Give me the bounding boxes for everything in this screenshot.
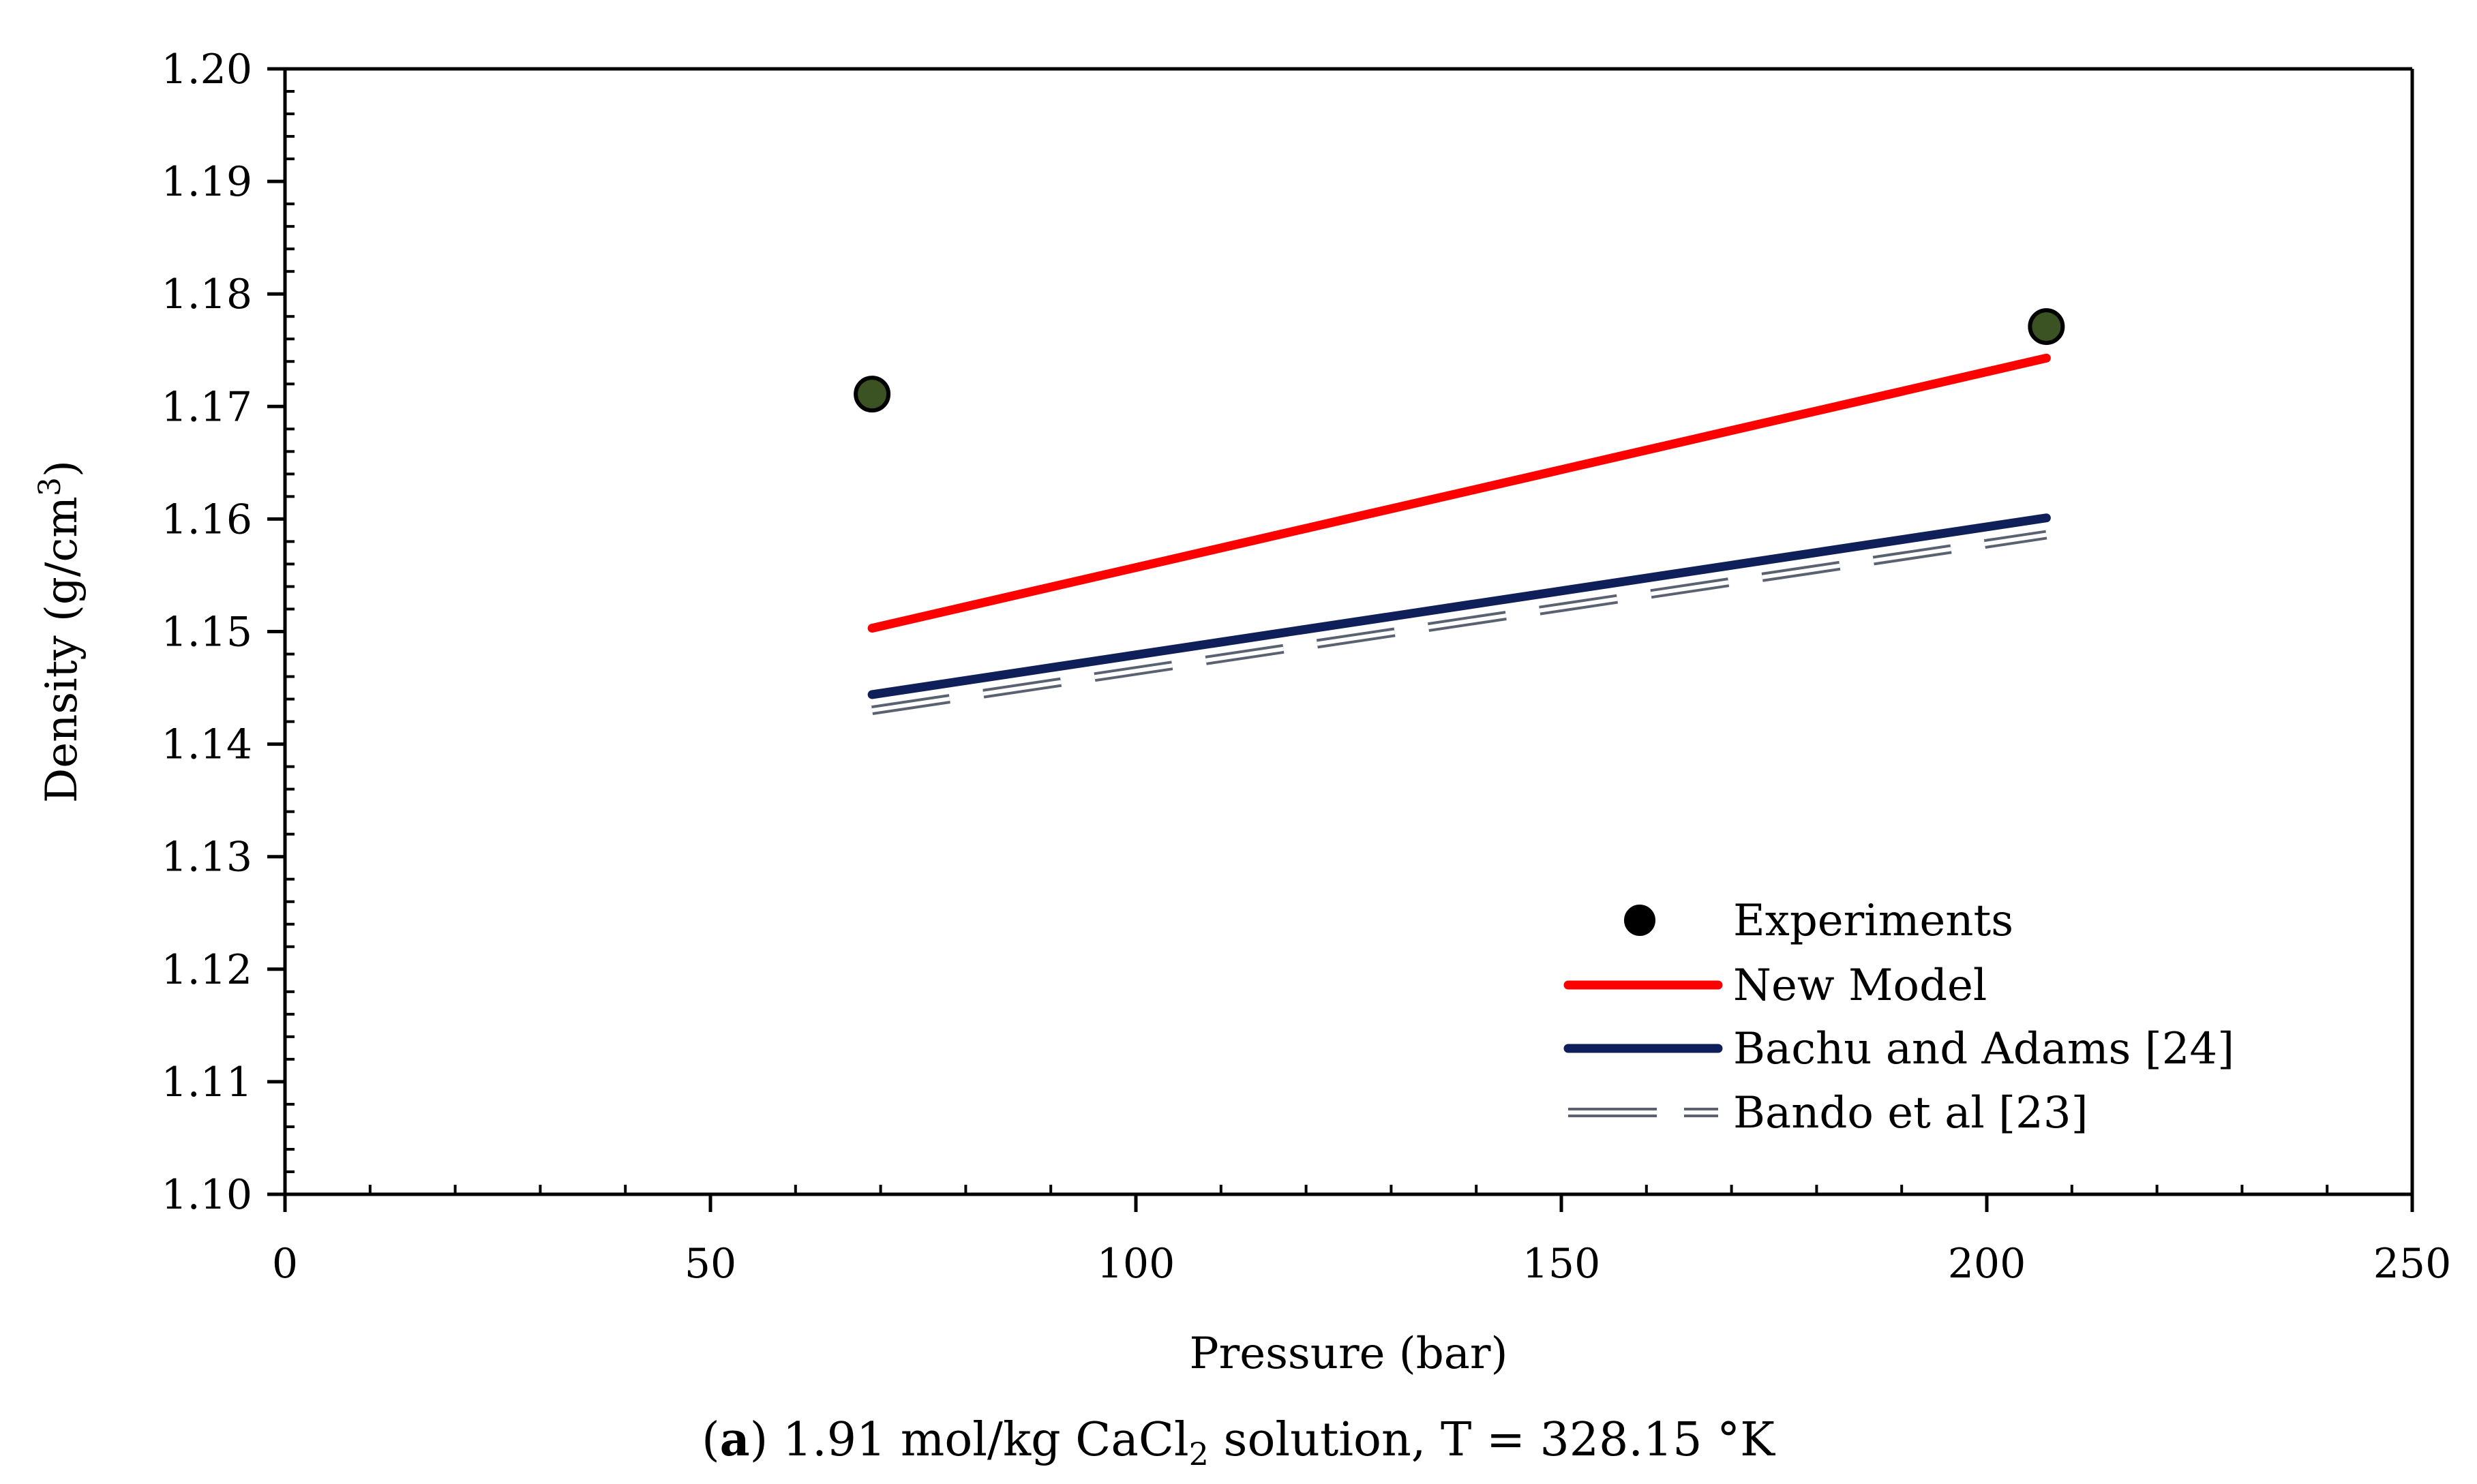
y-tick-label: 1.12 xyxy=(161,946,252,994)
y-tick-label: 1.10 xyxy=(161,1171,252,1219)
x-tick-label: 150 xyxy=(1522,1240,1601,1288)
legend-label-bando-et-al-23: Bando et al [23] xyxy=(1733,1088,2088,1138)
y-tick-label: 1.15 xyxy=(161,609,252,656)
x-tick-label: 200 xyxy=(1948,1240,2026,1288)
caption-label: a xyxy=(720,1412,750,1467)
bando-et-al-23-line-inner xyxy=(871,532,2047,713)
x-tick-label: 100 xyxy=(1097,1240,1175,1288)
caption-prefix: ( xyxy=(702,1413,720,1467)
legend-marker-experiments xyxy=(1624,905,1655,936)
new-model-line xyxy=(867,353,2051,633)
y-tick-label: 1.20 xyxy=(161,46,252,93)
y-axis-title-superscript: 3 xyxy=(33,477,67,496)
y-axis-title-end: ) xyxy=(37,460,87,477)
y-tick-label: 1.14 xyxy=(161,721,252,769)
series-layer xyxy=(854,308,2065,715)
experiment-point xyxy=(2028,308,2065,346)
y-tick-label: 1.16 xyxy=(161,496,252,543)
x-tick-label: 50 xyxy=(685,1240,736,1288)
caption-subscript: 2 xyxy=(1189,1436,1209,1472)
x-tick-label: 250 xyxy=(2373,1240,2452,1288)
x-axis-title: Pressure (bar) xyxy=(1190,1329,1508,1379)
experiment-point xyxy=(854,376,891,413)
y-axis-title: Density (g/cm3) xyxy=(33,460,87,803)
legend-label-bachu-and-adams-24: Bachu and Adams [24] xyxy=(1733,1024,2234,1074)
y-axis-title-main: Density (g/cm xyxy=(37,496,87,803)
y-tick-label: 1.19 xyxy=(161,158,252,206)
caption-rest: solution, T = 328.15 °K xyxy=(1209,1413,1775,1467)
bachu-and-adams-24-line xyxy=(867,513,2051,699)
y-tick-label: 1.13 xyxy=(161,834,252,881)
y-tick-label: 1.17 xyxy=(161,383,252,431)
y-tick-label: 1.11 xyxy=(161,1059,252,1106)
ticks: 1.10 1.11 1.12 1.13 1.14 1.15 1.16 1.17 1.18 1.19… xyxy=(161,46,2451,1288)
legend-label-new-model: New Model xyxy=(1733,960,1987,1011)
legend: Experiments New Model Bachu and Adams [24]… xyxy=(1563,896,2234,1138)
caption-suffix: ) 1.91 mol/kg CaCl xyxy=(750,1413,1189,1467)
y-tick-label: 1.18 xyxy=(161,271,252,318)
legend-label-experiments: Experiments xyxy=(1733,896,2013,946)
x-tick-label: 0 xyxy=(272,1240,298,1288)
figure-caption: (a) 1.91 mol/kg CaCl2 solution, T = 328.… xyxy=(702,1412,1775,1472)
